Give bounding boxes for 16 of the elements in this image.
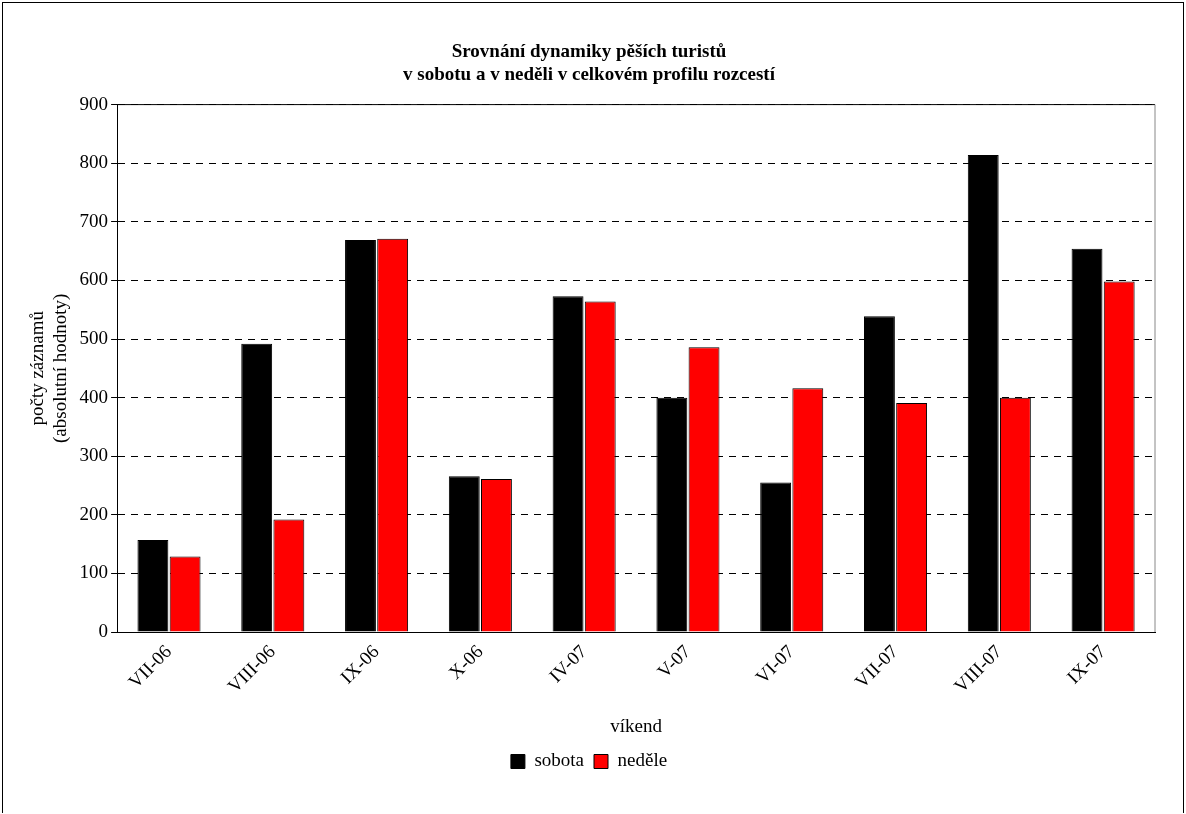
y-tick-label: 700	[79, 209, 109, 231]
x-tick-label: V-07	[653, 640, 695, 682]
y-tick-label: 100	[79, 561, 109, 583]
y-tick-label: 300	[79, 444, 109, 466]
y-tick-label: 0	[98, 620, 109, 642]
legend-label: neděle	[617, 749, 668, 771]
y-tick-label: 400	[79, 385, 109, 407]
y-tick-label: 500	[79, 327, 109, 348]
chart-title: Srovnání dynamiky pěších turistů v sobotu a v neděli v celkovém profilu rozcestí	[403, 40, 776, 85]
legend-label: sobota	[534, 749, 585, 771]
y-tick-label: 900	[79, 92, 109, 114]
y-tick-label: 800	[79, 151, 109, 173]
y-tick-label: 600	[79, 268, 109, 290]
y-axis-title: počty záznamů (absolutní hodnoty)	[26, 293, 72, 443]
x-axis-title: víkend	[610, 714, 663, 736]
y-tick-label: 200	[79, 502, 109, 524]
